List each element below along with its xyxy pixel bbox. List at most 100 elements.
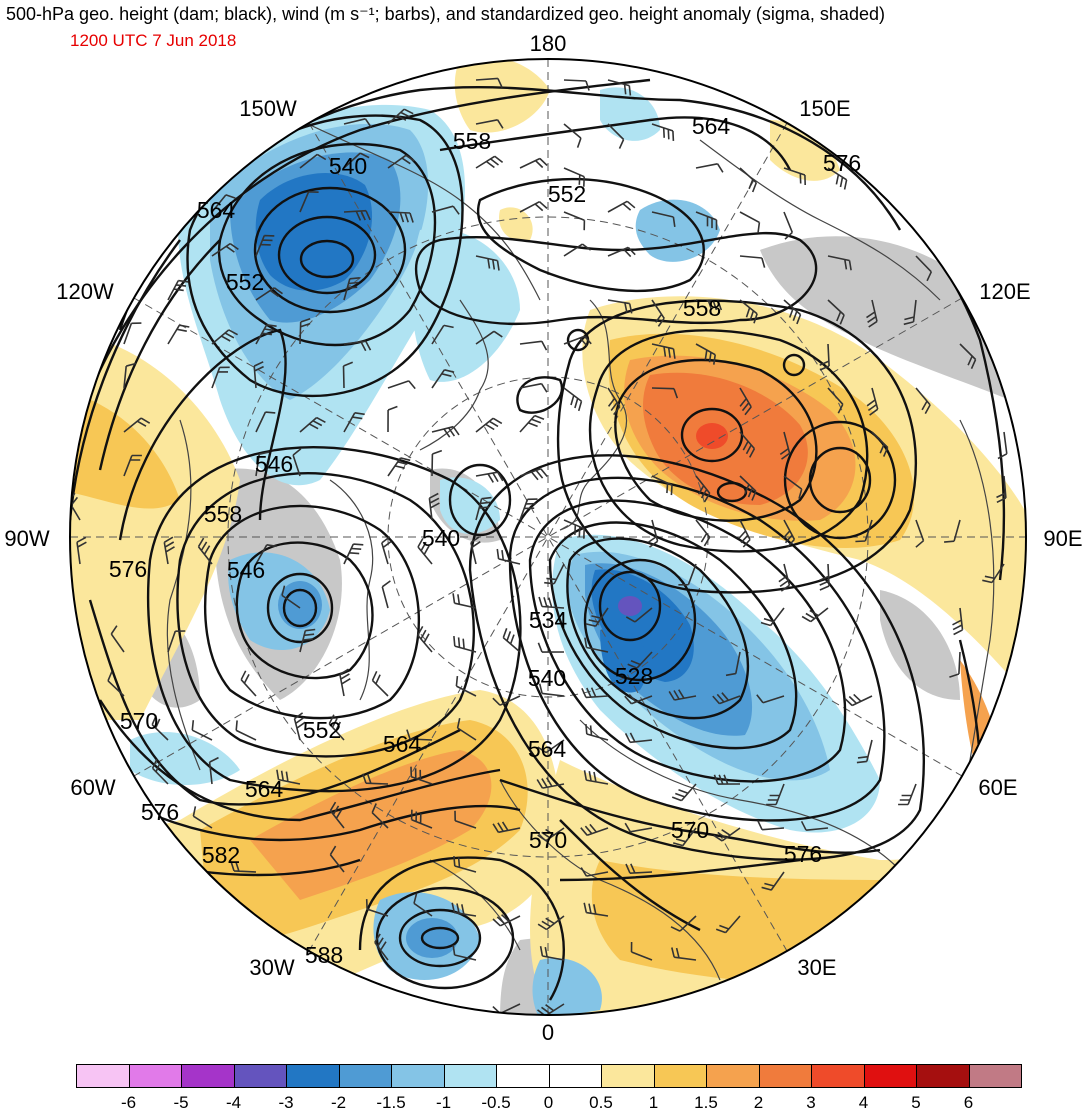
graticule xyxy=(70,59,1026,1015)
wind-barb xyxy=(328,714,345,741)
colorbar-swatch xyxy=(181,1064,234,1088)
wind-barb xyxy=(779,431,791,460)
wind-barb xyxy=(455,676,477,697)
wind-barb xyxy=(915,519,925,548)
wind-barb xyxy=(607,200,636,213)
wind-barb xyxy=(211,366,230,389)
wind-barb xyxy=(452,944,477,961)
chart-subtitle: 1200 UTC 7 Jun 2018 xyxy=(70,31,237,50)
wind-barb xyxy=(475,119,504,129)
wind-barb xyxy=(451,902,477,917)
wind-barb xyxy=(431,324,454,345)
colorbar-swatch xyxy=(391,1064,444,1088)
wind-barb xyxy=(778,563,791,592)
colorbar-tick-label: 1 xyxy=(648,1093,659,1112)
wind-barb xyxy=(151,715,169,741)
wind-barb xyxy=(651,387,679,399)
colorbar-tick-label: -1.5 xyxy=(376,1093,406,1112)
wind-barb xyxy=(651,211,676,228)
wind-barb xyxy=(563,519,585,539)
wind-barb xyxy=(538,683,565,697)
wind-barb xyxy=(944,519,961,543)
wind-barb xyxy=(167,630,186,653)
wind-barb xyxy=(519,382,548,393)
wind-barb xyxy=(651,475,673,496)
wind-barb xyxy=(695,519,711,547)
colorbar-tick-label: -2 xyxy=(330,1093,347,1112)
wind-barb xyxy=(738,519,751,548)
wind-barb xyxy=(563,387,583,412)
wind-barb xyxy=(544,563,565,585)
contour-label: 558 xyxy=(204,501,242,527)
wind-barb xyxy=(453,636,477,653)
wind-barb xyxy=(782,519,796,548)
wind-barb xyxy=(230,861,257,873)
wind-barb xyxy=(492,914,521,927)
wind-barb xyxy=(371,670,389,697)
contour-label: 558 xyxy=(453,128,491,154)
wind-barb xyxy=(672,827,697,847)
contour-label: 570 xyxy=(120,708,158,734)
wind-barb xyxy=(625,863,653,874)
wind-barb xyxy=(801,607,829,623)
wind-barb xyxy=(167,324,190,345)
contour-label: 540 xyxy=(528,665,566,691)
contour-label: 564 xyxy=(692,113,731,139)
colorbar-swatch xyxy=(706,1064,759,1088)
wind-barb xyxy=(537,642,565,653)
wind-barb xyxy=(949,651,961,678)
colorbar-tick-label: -1 xyxy=(435,1093,452,1112)
wind-barb xyxy=(712,692,741,705)
wind-barb xyxy=(123,322,142,345)
contour-label: 570 xyxy=(671,817,709,843)
wind-barb xyxy=(695,299,723,311)
wind-barb xyxy=(293,712,306,741)
wind-barb xyxy=(387,457,411,477)
wind-barb xyxy=(563,211,586,231)
wind-barb xyxy=(607,387,621,416)
colorbar-swatch xyxy=(968,1064,1022,1088)
wind-barb xyxy=(607,79,632,96)
lon-label-120w: 120W xyxy=(56,279,114,304)
contour-label: 552 xyxy=(226,269,264,295)
wind-barb xyxy=(827,387,844,414)
contour-label: 552 xyxy=(548,181,586,207)
wind-barb xyxy=(211,194,236,213)
wind-barb xyxy=(855,519,873,543)
colorbar-swatch xyxy=(338,1064,392,1088)
wind-barb xyxy=(387,211,414,223)
wind-barb xyxy=(151,758,169,785)
wind-barb xyxy=(428,492,440,521)
wind-barb xyxy=(871,431,889,457)
wind-barb xyxy=(343,118,372,128)
colorbar-swatch xyxy=(916,1064,969,1088)
wind-barb xyxy=(783,167,806,186)
wind-barb xyxy=(406,729,433,741)
contour-label: 576 xyxy=(823,150,861,176)
wind-barb xyxy=(678,563,697,586)
colorbar-tick-label: 3 xyxy=(806,1093,816,1112)
wind-barb xyxy=(739,167,758,193)
wind-barb xyxy=(381,580,391,609)
wind-barb xyxy=(819,343,830,371)
lon-label-30e: 30E xyxy=(797,955,836,980)
wind-barb xyxy=(585,607,609,627)
colorbar-tick-label: -3 xyxy=(278,1093,294,1112)
wind-barb xyxy=(276,769,301,785)
chart-title: 500-hPa geo. height (dam; black), wind (… xyxy=(6,4,885,24)
wind-barb xyxy=(739,431,756,458)
longitude-labels: 180 150E 120E 90E 60E 30E 0 30W 60W 90W … xyxy=(4,31,1082,1045)
wind-barb xyxy=(123,454,142,477)
colorbar-tick-label: -4 xyxy=(225,1093,242,1112)
colorbar-tick-label: -5 xyxy=(173,1093,189,1112)
wind-barb xyxy=(583,770,609,785)
wind-barb xyxy=(563,167,585,187)
wind-barb xyxy=(739,299,758,324)
wind-barb xyxy=(475,417,503,433)
lon-label-60e: 60E xyxy=(978,775,1017,800)
wind-barb xyxy=(625,607,653,623)
wind-barb xyxy=(299,318,311,345)
wind-barb xyxy=(713,827,741,842)
wind-barb xyxy=(627,651,653,669)
wind-barb xyxy=(670,915,697,932)
